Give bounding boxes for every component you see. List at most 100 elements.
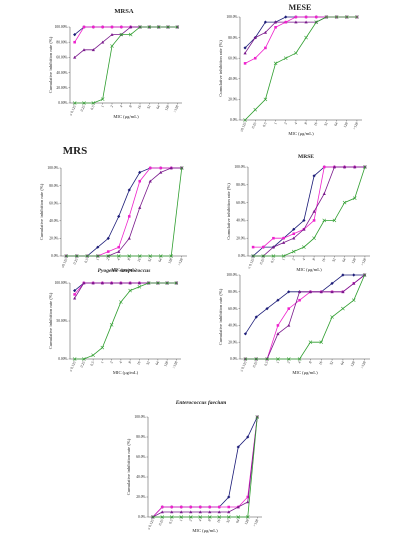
x-tick-label: 16 xyxy=(318,361,323,366)
x-tick-label: 4 xyxy=(119,105,123,109)
x-tick-label: 0.5 xyxy=(168,519,174,525)
series-line-magenta xyxy=(66,167,182,257)
y-tick-label: 100.0% xyxy=(47,166,58,170)
x-tick-label: 2 xyxy=(286,361,290,365)
y-tick-label: 0.0% xyxy=(230,118,238,122)
x-tick-label: 4 xyxy=(116,258,120,262)
x-tick-label: >128 xyxy=(352,122,359,131)
data-point-purple xyxy=(263,30,268,34)
series-line-navy xyxy=(244,16,357,49)
data-point-navy xyxy=(243,332,248,336)
data-point-green xyxy=(85,254,90,258)
data-point-magenta xyxy=(314,15,318,19)
series-line-magenta xyxy=(245,274,365,360)
x-tick-label: 4 xyxy=(198,519,202,523)
data-point-green xyxy=(169,515,174,519)
chart-panel-5: Pyogenic streptococcus 0.00% 50.00% 100.00%… xyxy=(48,268,181,375)
x-axis-label: MIC (μg/mL) xyxy=(113,114,139,119)
data-point-navy xyxy=(127,188,131,192)
x-tick-label: ≤ 0.125 xyxy=(68,361,76,373)
data-point-green xyxy=(322,218,327,223)
data-point-green xyxy=(160,515,165,519)
y-tick-label: 60.0% xyxy=(236,201,245,205)
data-point-green xyxy=(175,25,180,29)
y-tick-label: 0.0% xyxy=(138,515,146,519)
data-point-magenta xyxy=(261,245,265,249)
data-point-purple xyxy=(117,250,121,253)
x-tick-label: 8 xyxy=(207,519,211,523)
data-point-magenta xyxy=(208,505,212,509)
series-line-green xyxy=(253,166,366,257)
x-tick-label: 128 xyxy=(244,519,250,526)
data-point-purple xyxy=(82,48,86,52)
data-point-magenta xyxy=(287,307,291,310)
x-tick-label: >128 xyxy=(360,361,367,370)
data-point-purple xyxy=(352,281,356,285)
x-tick-label: 4 xyxy=(294,122,298,126)
data-point-green xyxy=(188,515,193,519)
y-tick-label: 60.0% xyxy=(49,201,58,205)
data-point-green xyxy=(150,515,155,519)
x-tick-label: 16 xyxy=(136,361,141,366)
x-tick-label: 64 xyxy=(155,361,160,366)
x-tick-label: 0.25 xyxy=(73,258,79,266)
data-point-purple xyxy=(308,290,313,294)
data-point-magenta xyxy=(253,56,257,60)
data-point-magenta xyxy=(243,62,247,65)
x-tick-label: 16 xyxy=(137,258,142,263)
x-tick-label: 64 xyxy=(340,361,345,366)
data-point-purple xyxy=(243,51,247,55)
data-point-navy xyxy=(265,307,269,311)
chart-title: Enterococcus faecium xyxy=(175,400,227,406)
data-point-purple xyxy=(110,33,114,36)
data-point-green xyxy=(166,25,170,29)
data-point-magenta xyxy=(120,25,123,29)
data-point-purple xyxy=(208,510,212,514)
x-tick-label: 64 xyxy=(342,258,347,263)
x-tick-label: >128 xyxy=(173,105,180,114)
data-point-green xyxy=(304,35,308,40)
data-point-magenta xyxy=(292,232,296,236)
data-point-magenta xyxy=(110,25,114,29)
chart-panel-4: MRSE 0.0% 20.0% 40.0% 60.0% 80.0% 100.0% ≤ 0.12… xyxy=(226,154,370,272)
data-point-green xyxy=(254,357,259,361)
x-tick-label: 0.5 xyxy=(270,258,276,264)
data-point-magenta xyxy=(189,505,193,509)
data-point-magenta xyxy=(272,236,275,240)
data-point-purple xyxy=(128,281,132,285)
chart-title: MRSE xyxy=(298,154,314,160)
data-point-navy xyxy=(138,170,142,174)
data-point-green xyxy=(72,101,77,105)
series-line-green xyxy=(244,16,357,121)
x-tick-label: 8 xyxy=(128,361,132,365)
data-point-green xyxy=(302,245,306,249)
x-axis-label: MIC (μg/mL) xyxy=(292,370,318,375)
data-point-green xyxy=(363,165,367,169)
x-axis-label: MIC (μg/mL) xyxy=(296,267,322,272)
y-tick-label: 80.0% xyxy=(228,290,237,294)
data-point-navy xyxy=(73,289,77,293)
y-tick-label: 60.00% xyxy=(56,56,67,60)
data-point-purple xyxy=(297,290,302,294)
data-point-navy xyxy=(117,214,121,218)
data-point-purple xyxy=(341,290,345,294)
y-tick-label: 20.0% xyxy=(136,495,145,499)
data-point-magenta xyxy=(127,215,131,218)
data-point-magenta xyxy=(179,505,183,509)
series-line-magenta xyxy=(253,166,365,248)
x-tick-label: >128 xyxy=(253,519,260,528)
data-point-purple xyxy=(169,166,173,170)
data-point-green xyxy=(158,254,163,258)
data-point-green xyxy=(286,357,291,361)
x-tick-label: 4 xyxy=(302,258,306,262)
series-line-green xyxy=(152,416,258,518)
series-line-purple xyxy=(253,166,365,257)
x-tick-label: 2 xyxy=(291,258,295,262)
data-point-magenta xyxy=(264,46,267,50)
x-tick-label: 32 xyxy=(146,105,151,110)
data-point-navy xyxy=(292,227,296,231)
data-point-green xyxy=(72,357,77,361)
data-point-green xyxy=(245,515,250,519)
data-point-green xyxy=(263,97,268,102)
data-point-purple xyxy=(91,281,95,285)
